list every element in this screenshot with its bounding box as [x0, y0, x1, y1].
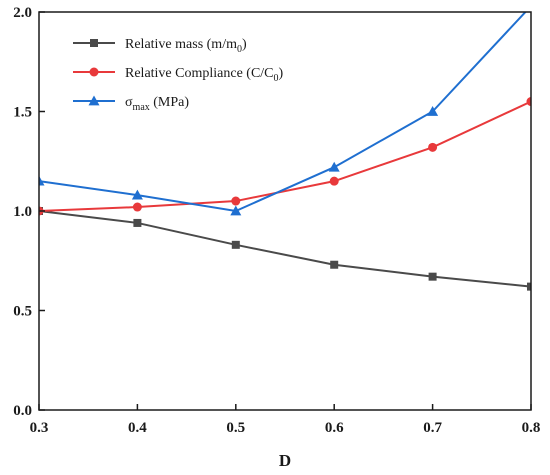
data-point — [39, 175, 45, 186]
legend-entry: Relative Compliance (C/C0) — [73, 66, 284, 84]
x-tick-label: 0.8 — [522, 420, 541, 436]
data-point — [329, 176, 339, 186]
legend: Relative mass (m/m0) Relative Compliance … — [73, 37, 284, 113]
data-point — [526, 1, 537, 11]
data-point — [428, 272, 437, 281]
legend-marker — [88, 95, 100, 106]
legend-marker — [89, 67, 99, 77]
series-line — [39, 100, 531, 212]
y-tick-label: 1.5 — [13, 105, 32, 121]
legend-label: Relative mass (m/m0) — [125, 37, 247, 55]
x-tick-label: 0.4 — [128, 420, 147, 436]
data-point — [330, 260, 339, 269]
x-tick-label: 0.6 — [325, 420, 344, 436]
x-axis-label: D — [279, 451, 291, 470]
series-2 — [39, 97, 531, 216]
legend-marker — [90, 39, 98, 47]
series-line — [39, 12, 527, 213]
legend-entry: σmax (MPa) — [73, 95, 189, 113]
data-point — [131, 189, 143, 200]
y-tick-label: 1.0 — [13, 204, 32, 220]
data-point — [328, 161, 340, 172]
series-line — [39, 210, 531, 288]
data-point — [230, 205, 242, 216]
x-tick-label: 0.3 — [30, 420, 49, 436]
data-point — [132, 202, 142, 212]
x-tick-label: 0.7 — [423, 420, 442, 436]
data-point — [133, 218, 142, 227]
series-layer — [39, 1, 537, 291]
data-point — [527, 282, 531, 291]
data-point — [428, 142, 438, 152]
data-point — [526, 97, 531, 107]
x-tick-label: 0.5 — [226, 420, 245, 436]
y-tick-label: 2.0 — [13, 5, 32, 21]
y-tick-label: 0.5 — [13, 304, 32, 320]
data-point — [231, 240, 240, 249]
data-point — [427, 106, 439, 116]
series-3 — [39, 1, 537, 216]
legend-entry: Relative mass (m/m0) — [73, 37, 247, 55]
data-point — [231, 196, 241, 206]
y-tick-label: 0.0 — [13, 403, 32, 419]
series-1 — [39, 207, 531, 291]
legend-label: σmax (MPa) — [125, 95, 189, 113]
legend-label: Relative Compliance (C/C0) — [125, 66, 284, 84]
axes-layer: 0.3 0.4 0.5 0.6 0.7 0.8 0.0 0.5 1.0 1.5 2.0 — [13, 5, 540, 436]
